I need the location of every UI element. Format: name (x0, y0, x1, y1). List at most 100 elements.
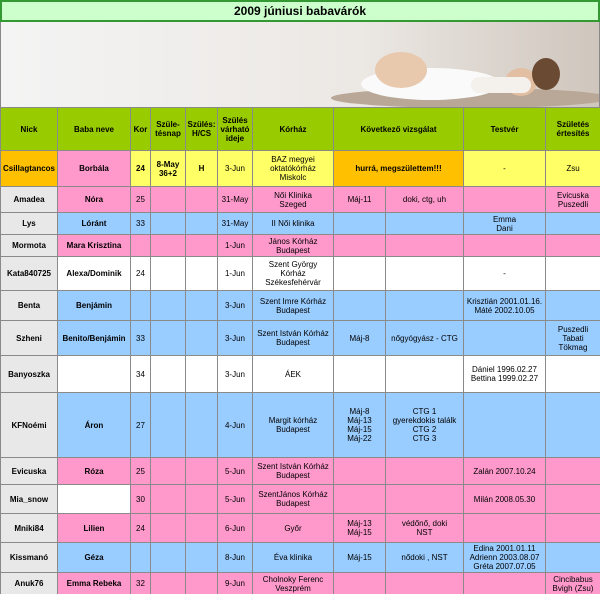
table-cell (333, 572, 386, 594)
column-header: Testvér (463, 107, 546, 151)
table-cell: 8-May 36+2 (150, 150, 186, 187)
table-cell: Cholnoky Ferenc Veszprém (252, 572, 334, 594)
table-cell (150, 572, 186, 594)
table-cell: Éva klinika (252, 542, 334, 573)
table-cell (545, 355, 600, 393)
table-cell: - (463, 256, 546, 291)
table-row: Lys Lóránt 33 31-May II Női klinika Emma Dani (0, 212, 600, 235)
table-cell: 31-May (217, 212, 253, 235)
table: Nick Baba neve Kor Szüle- tésnap Szülés: H/C… (0, 107, 600, 594)
table-cell (185, 355, 218, 393)
table-cell (385, 484, 464, 514)
table-cell: BAZ megyei oktatókórház Miskolc (252, 150, 334, 187)
table-cell: 6-Jun (217, 513, 253, 543)
table-cell: János Kórház Budapest (252, 234, 334, 257)
column-header: Szülés: H/CS (185, 107, 218, 151)
table-cell (385, 355, 464, 393)
table-cell: Géza (57, 542, 131, 573)
column-header: Születés értesítés (545, 107, 600, 151)
nick-cell: Evicuska (0, 457, 58, 485)
table-cell: Puszedli Tabati Tökmag (545, 320, 600, 356)
table-row: Kissmanó Géza 8-Jun Éva klinika Máj-15 nődoki… (0, 542, 600, 573)
table-cell: Máj-8 Máj-13 Máj-15 Máj-22 (333, 392, 386, 458)
table-cell (333, 484, 386, 514)
table-cell (185, 290, 218, 321)
table-cell (545, 290, 600, 321)
table-cell (463, 392, 546, 458)
table-row: Szheni Benito/Benjámin 33 3-Jun Szent István… (0, 320, 600, 356)
column-header: Következő vizsgálat (333, 107, 464, 151)
column-header: Kórház (252, 107, 334, 151)
table-cell (185, 186, 218, 213)
table-row: Benta Benjámin 3-Jun Szent Imre Kórház Buda… (0, 290, 600, 321)
table-cell: Női Klinika Szeged (252, 186, 334, 213)
table-cell (185, 320, 218, 356)
table-row: KFNoémi Áron 27 4-Jun Margit kórház Budapest… (0, 392, 600, 458)
table-cell: védőnő, doki NST (385, 513, 464, 543)
table-row: Anuk76 Emma Rebeka 32 9-Jun Cholnoky Ferenc … (0, 572, 600, 594)
table-cell (185, 256, 218, 291)
table-cell (150, 355, 186, 393)
header-row: Nick Baba neve Kor Szüle- tésnap Szülés: H/C… (0, 107, 600, 151)
table-cell: Szent István Kórház Budapest (252, 457, 334, 485)
nick-cell: Lys (0, 212, 58, 235)
table-row: Evicuska Róza 25 5-Jun Szent István Kórház B… (0, 457, 600, 485)
table-cell (185, 513, 218, 543)
table-cell: 32 (130, 572, 151, 594)
nick-cell: Szheni (0, 320, 58, 356)
table-cell: 5-Jun (217, 457, 253, 485)
table-cell (385, 290, 464, 321)
nick-cell: KFNoémi (0, 392, 58, 458)
table-cell (150, 513, 186, 543)
table-cell: Emma Rebeka (57, 572, 131, 594)
table-cell: Máj-8 (333, 320, 386, 356)
table-cell: 5-Jun (217, 484, 253, 514)
table-cell: Máj-15 (333, 542, 386, 573)
table-cell: 3-Jun (217, 290, 253, 321)
table-row: Kata840725 Alexa/Dominik 24 1-Jun Szent Györ… (0, 256, 600, 291)
nick-cell: Benta (0, 290, 58, 321)
table-cell (130, 234, 151, 257)
table-cell: Szent István Kórház Budapest (252, 320, 334, 356)
table-cell (333, 256, 386, 291)
nick-cell: Csillagtancos (0, 150, 58, 187)
table-cell: Zalán 2007.10.24 (463, 457, 546, 485)
table-cell: Lóránt (57, 212, 131, 235)
table-cell (150, 542, 186, 573)
table-cell (150, 392, 186, 458)
table-row: Mia_snow 30 5-Jun SzentJános Kórház Budapes… (0, 484, 600, 514)
table-cell (185, 542, 218, 573)
table-cell (333, 212, 386, 235)
table-cell (463, 513, 546, 543)
table-cell (57, 484, 131, 514)
table-cell (150, 457, 186, 485)
table-cell: 1-Jun (217, 234, 253, 257)
table-cell: Alexa/Dominik (57, 256, 131, 291)
table-cell: Lilien (57, 513, 131, 543)
table-cell (463, 186, 546, 213)
table-cell: Győr (252, 513, 334, 543)
table-cell: 3-Jun (217, 320, 253, 356)
header-photo (0, 22, 600, 107)
table-cell: Zsu (545, 150, 600, 187)
table-cell (150, 186, 186, 213)
table-cell: SzentJános Kórház Budapest (252, 484, 334, 514)
table-cell: 1-Jun (217, 256, 253, 291)
table-cell: nődoki , NST (385, 542, 464, 573)
nick-cell: Amadea (0, 186, 58, 213)
table-cell (185, 392, 218, 458)
table-cell: Szent Imre Kórház Budapest (252, 290, 334, 321)
table-cell: 24 (130, 513, 151, 543)
table-cell (150, 484, 186, 514)
table-row: Mormota Mara Krisztina 1-Jun János Kórház B… (0, 234, 600, 257)
table-cell: Róza (57, 457, 131, 485)
table-cell (57, 355, 131, 393)
column-header: Szüle- tésnap (150, 107, 186, 151)
table-cell: ÁEK (252, 355, 334, 393)
table-cell (150, 212, 186, 235)
table-cell (385, 572, 464, 594)
nick-cell: Mormota (0, 234, 58, 257)
table-cell: Benjámin (57, 290, 131, 321)
column-header: Nick (0, 107, 58, 151)
